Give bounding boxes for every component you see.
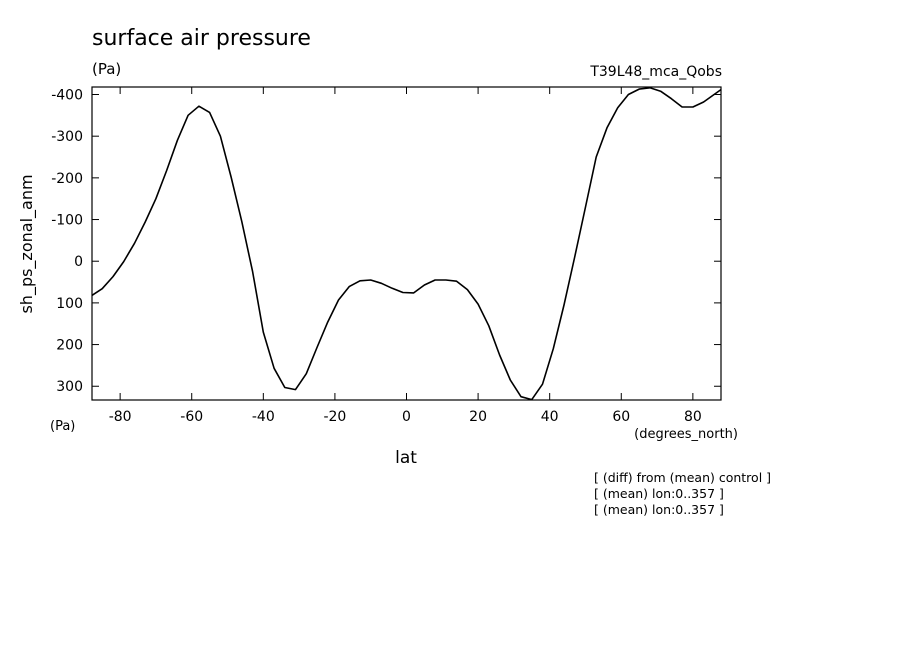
y-tick-label: 200: [56, 338, 83, 354]
x-tick-label: -40: [252, 409, 275, 425]
x-tick-label: 20: [469, 409, 487, 425]
chart-title: surface air pressure: [92, 26, 311, 51]
series-line: [91, 87, 722, 401]
x-tick-label: -60: [180, 409, 203, 425]
x-axis-label: lat: [395, 448, 417, 468]
annotation-line-3: [ (mean) lon:0..357 ]: [594, 502, 724, 517]
annotation-line-1: [ (diff) from (mean) control ]: [594, 470, 771, 485]
y-tick-label: 300: [56, 379, 83, 395]
y-axis-label: sh_ps_zonal_anm: [17, 174, 37, 313]
run-label: T39L48_mca_Qobs: [589, 64, 722, 80]
y-tick-label: -400: [51, 88, 83, 104]
y-tick-label: -200: [51, 171, 83, 187]
x-tick-label: -20: [323, 409, 346, 425]
x-axis-units: (degrees_north): [634, 427, 738, 442]
x-ticks: -80 -60 -40 -20 0 20 40 60 80: [109, 87, 702, 425]
x-tick-label: 0: [402, 409, 411, 425]
plot-frame: [91, 86, 722, 401]
y-tick-label: 100: [56, 296, 83, 312]
y-tick-label: 0: [74, 254, 83, 270]
x-tick-label: -80: [109, 409, 132, 425]
x-tick-label: 80: [684, 409, 702, 425]
y-tick-label: -300: [51, 129, 83, 145]
annotation-line-2: [ (mean) lon:0..357 ]: [594, 486, 724, 501]
title-units: (Pa): [92, 60, 121, 78]
x-tick-label: 40: [541, 409, 559, 425]
y-axis-units: (Pa): [50, 419, 75, 434]
x-tick-label: 60: [612, 409, 630, 425]
y-ticks: -400 -300 -200 -100 0 100 200 300: [51, 88, 721, 395]
y-tick-label: -100: [51, 213, 83, 229]
